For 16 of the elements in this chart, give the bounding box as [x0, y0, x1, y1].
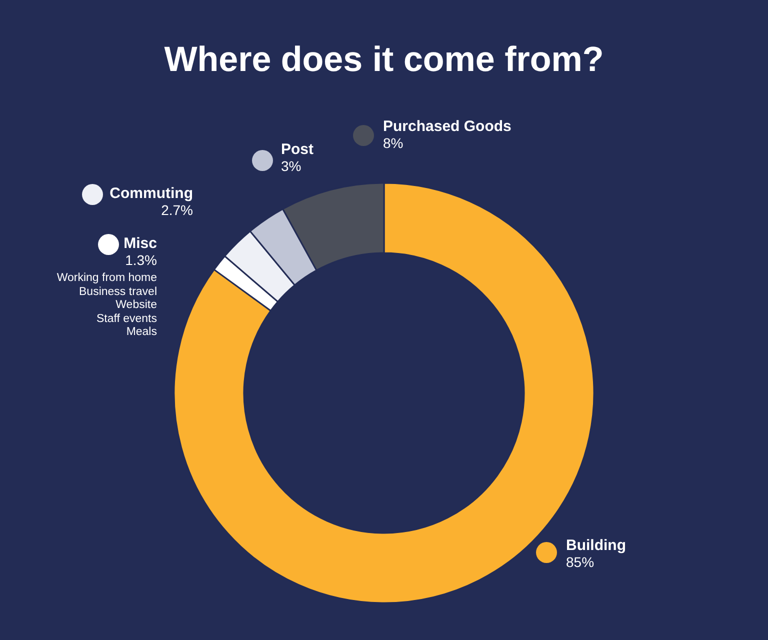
text: Working from home: [56, 272, 157, 286]
chart-title: Where does it come from?: [163, 40, 605, 80]
data-label: 8%: [383, 135, 404, 151]
text: Website: [114, 299, 157, 313]
legend-label: Post: [281, 141, 314, 158]
text: Staff events: [95, 312, 157, 326]
text: Meals: [125, 326, 157, 340]
legend-label: Building: [566, 537, 626, 554]
data-label: 2.7%: [161, 202, 193, 218]
legend-label: Misc: [124, 235, 157, 252]
data-label: 1.3%: [125, 252, 157, 268]
legend-label: Purchased Goods: [383, 118, 512, 135]
data-label: 3%: [281, 158, 302, 174]
text: Business travel: [78, 286, 157, 300]
legend-label: Commuting: [110, 185, 193, 202]
data-label: 85%: [566, 554, 594, 570]
